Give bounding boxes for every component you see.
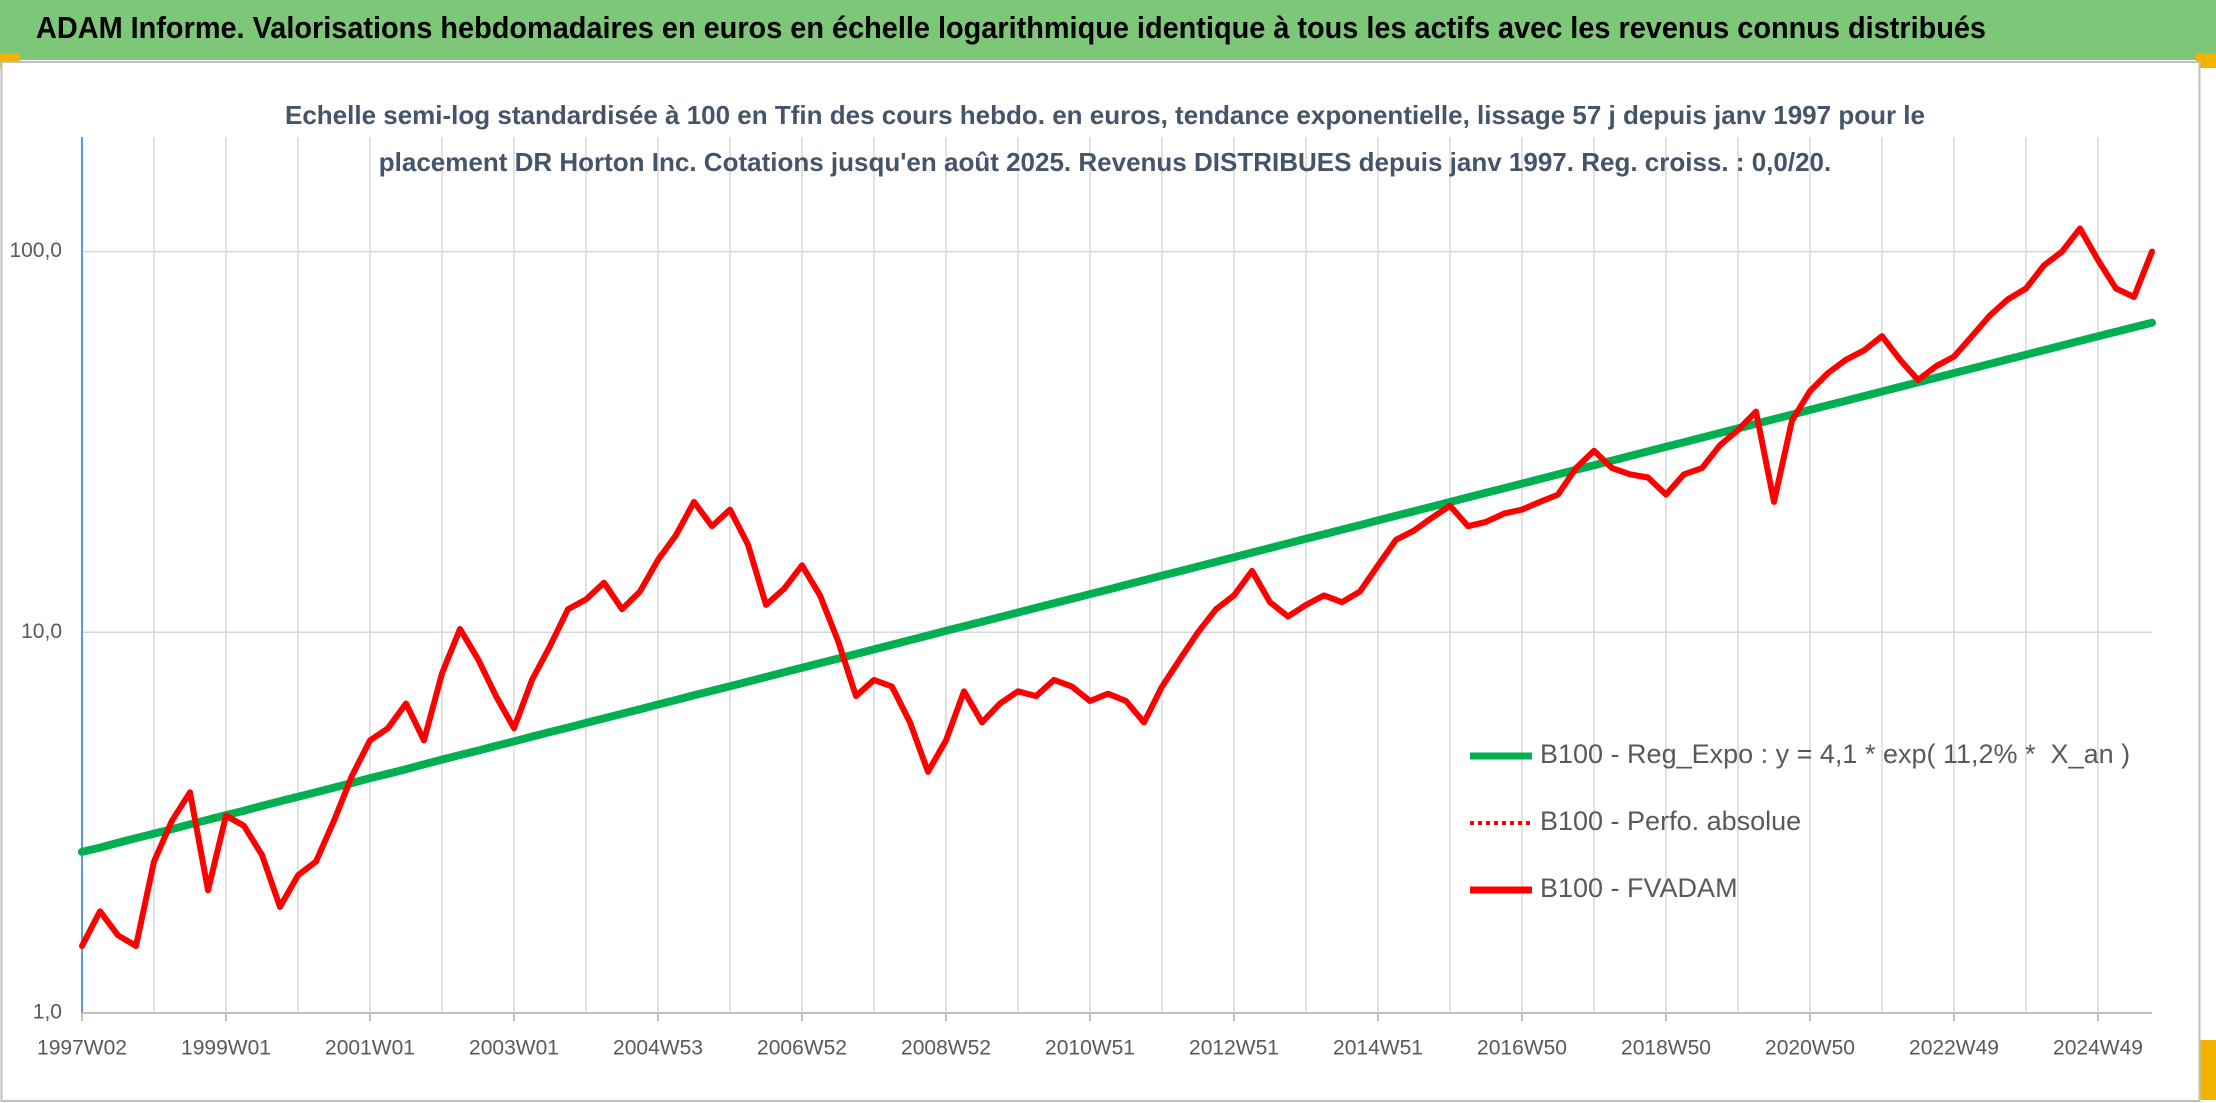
series-line bbox=[78, 318, 2156, 856]
x-tick-label: 2001W01 bbox=[325, 1037, 415, 1060]
y-tick-label: 100,0 bbox=[9, 239, 62, 262]
x-tick-label: 2020W50 bbox=[1765, 1037, 1855, 1060]
x-tick-label: 2018W50 bbox=[1621, 1037, 1711, 1060]
x-tick-label: 2022W49 bbox=[1909, 1037, 1999, 1060]
x-tick-label: 1999W01 bbox=[181, 1037, 271, 1060]
legend-label: B100 - Reg_Expo : y = 4,1 * exp( 11,2% *… bbox=[1540, 739, 2130, 769]
x-tick-label: 2006W52 bbox=[757, 1037, 847, 1060]
chart-frame bbox=[0, 61, 2201, 1102]
title-bar bbox=[0, 0, 2216, 60]
x-tick-label: 2008W52 bbox=[901, 1037, 991, 1060]
x-tick-label: 2010W51 bbox=[1045, 1037, 1135, 1060]
chart-title: ADAM Informe. Valorisations hebdomadaire… bbox=[36, 10, 1986, 45]
x-tick-label: 2012W51 bbox=[1189, 1037, 1279, 1060]
y-tick-label: 10,0 bbox=[21, 620, 62, 643]
y-tick-label: 1,0 bbox=[33, 1001, 62, 1024]
series-line bbox=[79, 225, 2155, 949]
legend-label: B100 - Perfo. absolue bbox=[1540, 806, 1801, 836]
x-tick-label: 1997W02 bbox=[37, 1037, 127, 1060]
legend-label: B100 - FVADAM bbox=[1540, 873, 1738, 903]
x-tick-label: 2014W51 bbox=[1333, 1037, 1423, 1060]
corner-mark bbox=[2200, 1040, 2216, 1100]
x-tick-label: 2024W49 bbox=[2053, 1037, 2143, 1060]
x-tick-label: 2016W50 bbox=[1477, 1037, 1567, 1060]
x-tick-label: 2004W53 bbox=[613, 1037, 703, 1060]
corner-mark bbox=[2196, 54, 2216, 68]
chart-subtitle: Echelle semi-log standardisée à 100 en T… bbox=[284, 100, 1925, 177]
x-tick-label: 2003W01 bbox=[469, 1037, 559, 1060]
